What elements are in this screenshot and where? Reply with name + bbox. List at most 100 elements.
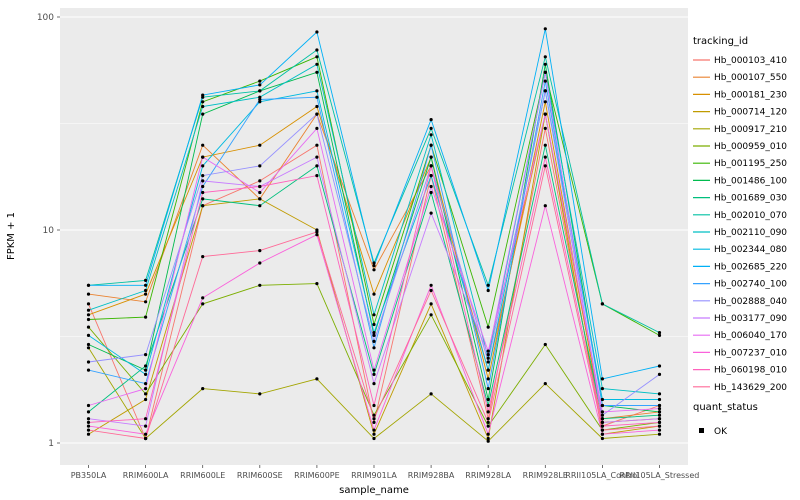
series-point (201, 100, 205, 104)
series-point (600, 417, 605, 421)
series-point (657, 417, 662, 421)
series-point (315, 377, 319, 381)
series-point (657, 331, 662, 335)
legend-item-label: Hb_002888_040 (714, 297, 787, 307)
series-point (315, 48, 319, 52)
series-point (86, 302, 91, 306)
plot-area-group: PB350LA RRIM600LA RRIM600LE RRIM600SE RRIM60… (37, 8, 700, 480)
series-point (315, 174, 319, 178)
series-point (144, 392, 148, 396)
series-point (657, 413, 662, 417)
series-point (486, 417, 490, 421)
series-point (372, 313, 376, 317)
series-point (315, 62, 319, 66)
legend-item-label: Hb_001689_030 (714, 194, 787, 204)
x-tick-label: PB350LA (71, 471, 107, 480)
series-point (258, 95, 262, 99)
series-point (657, 424, 662, 428)
series-point (86, 420, 91, 424)
y-axis-title: FPKM + 1 (6, 212, 17, 260)
series-point (600, 432, 605, 436)
series-point (657, 410, 662, 414)
series-point (429, 211, 433, 215)
series-point (429, 302, 433, 306)
series-point (543, 382, 547, 386)
series-point (429, 392, 433, 396)
series-point (86, 283, 91, 287)
series-point (486, 420, 490, 424)
series-point (372, 413, 376, 417)
series-point (144, 372, 148, 376)
x-tick-label: RRIM600LE (180, 471, 225, 480)
series-point (600, 413, 605, 417)
series-point (144, 432, 148, 436)
plot-panel (60, 8, 688, 465)
series-point (543, 112, 547, 116)
series-point (486, 325, 490, 329)
series-point (372, 420, 376, 424)
series-point (86, 428, 91, 432)
series-point (201, 204, 205, 208)
y-tick-label: 1 (48, 439, 54, 449)
series-point (429, 288, 433, 293)
series-point (600, 424, 605, 428)
series-point (657, 407, 662, 411)
series-point (86, 417, 91, 421)
series-point (372, 331, 376, 335)
series-point (657, 392, 662, 396)
quant-ok-key-square (699, 428, 704, 433)
series-point (201, 184, 205, 189)
series-point (86, 313, 91, 317)
series-point (600, 428, 605, 432)
legend-title-tracking-id: tracking_id (693, 36, 748, 47)
series-point (657, 397, 662, 402)
series-point (315, 112, 319, 116)
series-point (86, 292, 91, 296)
series-point (258, 249, 262, 253)
series-point (86, 410, 91, 414)
series-point (144, 278, 148, 282)
series-point (258, 184, 262, 189)
legend-item-label: Hb_000181_230 (714, 90, 787, 100)
series-point (429, 174, 433, 178)
series-point (372, 382, 376, 386)
series-point (201, 155, 205, 159)
series-point (372, 372, 376, 376)
series-point (144, 283, 148, 287)
series-point (315, 95, 319, 99)
series-point (543, 164, 547, 168)
series-point (486, 356, 490, 360)
series-point (543, 55, 547, 59)
series-point (372, 417, 376, 421)
series-point (372, 333, 376, 337)
series-point (258, 143, 262, 147)
series-point (486, 288, 490, 293)
series-point (657, 432, 662, 436)
series-point (486, 432, 490, 436)
series-point (429, 155, 433, 159)
series-point (315, 155, 319, 159)
series-point (657, 333, 662, 337)
y-tick-label: 10 (43, 226, 55, 236)
series-point (144, 288, 148, 293)
series-point (201, 197, 205, 201)
series-point (258, 79, 262, 83)
series-point (543, 100, 547, 104)
series-point (258, 83, 262, 87)
series-point (657, 428, 662, 432)
x-tick-label: RRII105LA_Control (565, 471, 639, 480)
series-point (144, 382, 148, 386)
x-tick-label: RRIM600LA (123, 471, 169, 480)
series-point (258, 179, 262, 183)
series-point (258, 283, 262, 287)
series-point (486, 353, 490, 357)
series-point (486, 283, 490, 287)
x-tick-label: RRII105LA_Stressed (620, 471, 700, 480)
series-point (372, 403, 376, 408)
series-point (144, 292, 148, 296)
series-point (86, 360, 91, 364)
series-point (600, 397, 605, 402)
series-point (372, 264, 376, 268)
series-point (144, 387, 148, 391)
